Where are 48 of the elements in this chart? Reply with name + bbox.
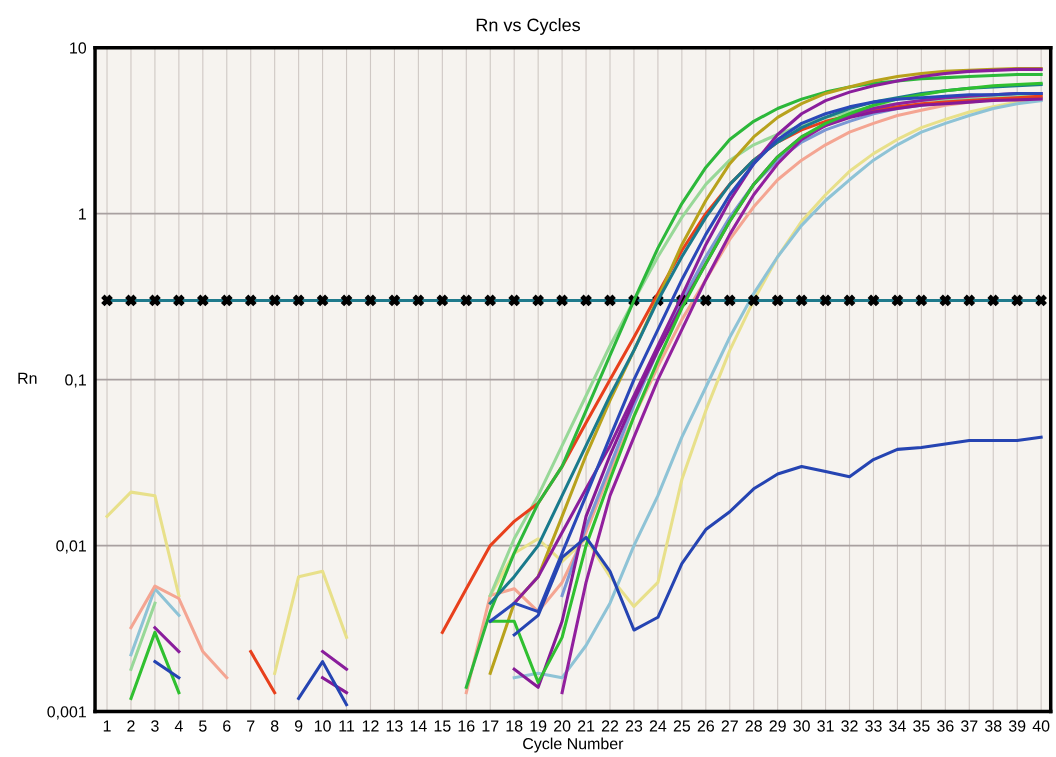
x-tick-label: 3 bbox=[151, 720, 159, 732]
x-tick-label: 4 bbox=[174, 720, 183, 732]
x-tick-label: 31 bbox=[817, 720, 834, 732]
x-tick-label: 8 bbox=[270, 720, 279, 732]
x-tick-label: 33 bbox=[865, 720, 882, 732]
x-tick-label: 23 bbox=[625, 720, 643, 732]
x-tick-label: 18 bbox=[506, 720, 523, 732]
x-tick-label: 10 bbox=[314, 720, 331, 732]
x-tick-label: 12 bbox=[362, 720, 379, 732]
x-tick-label: 21 bbox=[577, 720, 595, 732]
x-tick-label: 19 bbox=[530, 720, 547, 732]
x-tick-label: 25 bbox=[673, 720, 691, 732]
x-tick-label: 16 bbox=[458, 720, 475, 732]
x-tick-label: 2 bbox=[127, 720, 135, 732]
x-tick-label: 28 bbox=[745, 720, 762, 732]
y-tick-label: 10 bbox=[70, 42, 87, 54]
x-tick-label: 29 bbox=[769, 720, 786, 732]
x-tick-label: 32 bbox=[841, 720, 858, 732]
x-tick-label: 26 bbox=[697, 720, 714, 732]
x-tick-label: 22 bbox=[601, 720, 619, 732]
x-tick-label: 5 bbox=[199, 720, 207, 732]
x-tick-label: 40 bbox=[1032, 720, 1050, 732]
x-tick-label: 14 bbox=[410, 720, 427, 732]
x-tick-label: 38 bbox=[984, 720, 1002, 732]
x-tick-label: 13 bbox=[386, 720, 403, 732]
y-axis-title: Rn bbox=[18, 372, 37, 384]
x-tick-label: 6 bbox=[223, 720, 231, 732]
y-tick-label: 1 bbox=[79, 208, 86, 220]
y-tick-label: 0,01 bbox=[56, 540, 86, 554]
y-tick-label: 0,1 bbox=[65, 374, 86, 388]
x-tick-label: 27 bbox=[721, 720, 738, 732]
x-tick-label: 15 bbox=[434, 720, 451, 732]
x-tick-label: 11 bbox=[339, 720, 355, 732]
x-tick-label: 1 bbox=[103, 720, 111, 732]
x-tick-label: 34 bbox=[889, 720, 906, 732]
x-tick-label: 7 bbox=[247, 720, 255, 732]
x-tick-label: 17 bbox=[482, 720, 499, 732]
y-tick-label: 0,001 bbox=[47, 706, 86, 720]
x-axis-title: Cycle Number bbox=[523, 737, 624, 753]
x-tick-label: 24 bbox=[649, 720, 667, 732]
x-tick-label: 36 bbox=[937, 720, 954, 732]
x-tick-label: 39 bbox=[1008, 720, 1026, 732]
x-tick-label: 20 bbox=[554, 720, 571, 732]
x-tick-label: 37 bbox=[961, 720, 978, 732]
x-tick-label: 9 bbox=[294, 720, 303, 732]
chart-title: Rn vs Cycles bbox=[476, 18, 581, 35]
x-tick-label: 35 bbox=[913, 720, 930, 732]
x-tick-label: 30 bbox=[793, 720, 810, 732]
